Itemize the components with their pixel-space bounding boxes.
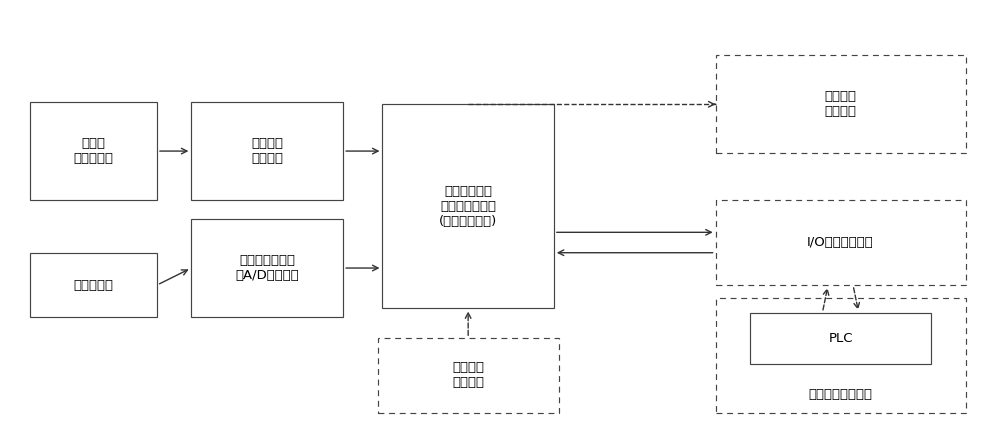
Text: 用户交互
输入参数: 用户交互 输入参数 [452, 362, 484, 389]
Text: PLC: PLC [828, 332, 853, 345]
Text: 高速精密加工中心: 高速精密加工中心 [809, 388, 873, 401]
Text: I/O数据交互模块: I/O数据交互模块 [807, 236, 874, 249]
FancyBboxPatch shape [378, 338, 559, 413]
FancyBboxPatch shape [716, 56, 966, 153]
Text: 位移传感器: 位移传感器 [73, 279, 113, 292]
Text: 实时补偿计算
及在线调整模块
(包括补偿模型): 实时补偿计算 及在线调整模块 (包括补偿模型) [439, 185, 497, 228]
FancyBboxPatch shape [716, 298, 966, 413]
FancyBboxPatch shape [191, 102, 343, 200]
FancyBboxPatch shape [716, 200, 966, 285]
FancyBboxPatch shape [30, 253, 157, 317]
FancyBboxPatch shape [382, 104, 554, 309]
Text: 温度数据
处理模块: 温度数据 处理模块 [251, 137, 283, 165]
Text: 数字式
温度传感器: 数字式 温度传感器 [73, 137, 113, 165]
FancyBboxPatch shape [750, 312, 931, 364]
FancyBboxPatch shape [191, 219, 343, 317]
FancyBboxPatch shape [30, 102, 157, 200]
Text: 位移信号变送器
及A/D转换模块: 位移信号变送器 及A/D转换模块 [235, 254, 299, 282]
Text: 数据显示
状态监视: 数据显示 状态监视 [825, 90, 857, 118]
